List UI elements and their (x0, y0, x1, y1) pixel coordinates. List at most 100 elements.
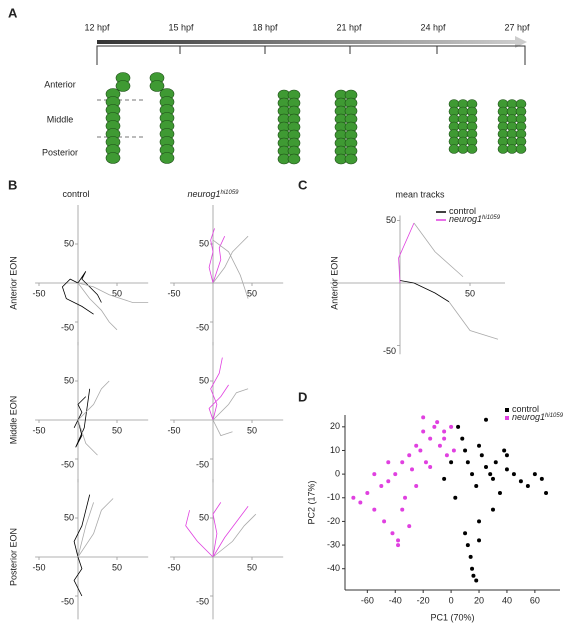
point (470, 566, 475, 571)
track (212, 239, 249, 299)
legend-swatch (505, 416, 509, 420)
panel-label: B (8, 177, 17, 192)
point (468, 554, 473, 559)
track (73, 494, 91, 558)
y-tick-label: -50 (196, 459, 209, 469)
y-tick-label: 50 (64, 238, 74, 248)
y-tick-label: -30 (327, 539, 340, 549)
point (421, 429, 426, 434)
point (372, 507, 377, 512)
point (493, 460, 498, 465)
y-tick-label: -50 (196, 322, 209, 332)
track (77, 380, 110, 421)
point (386, 460, 391, 465)
y-tick-label: -50 (196, 596, 209, 606)
label: control (62, 189, 89, 199)
point (484, 417, 489, 422)
x-tick-label: -50 (32, 288, 45, 298)
point (403, 495, 408, 500)
point (460, 436, 465, 441)
track (73, 556, 83, 597)
cell (457, 144, 469, 154)
y-tick-label: -20 (327, 516, 340, 526)
point (451, 448, 456, 453)
track (185, 510, 214, 558)
point (456, 424, 461, 429)
label: control (449, 206, 476, 216)
track-chart: -50 50 50 -50 (32, 342, 149, 483)
y-tick-label: 50 (386, 215, 396, 225)
timeline-label: 15 hpf (168, 22, 194, 32)
cell (105, 152, 121, 164)
point (351, 495, 356, 500)
point (414, 443, 419, 448)
row-label: Middle EON (8, 396, 18, 445)
point (393, 472, 398, 477)
point (423, 460, 428, 465)
cell (448, 144, 460, 154)
point (414, 483, 419, 488)
point (386, 479, 391, 484)
point (407, 453, 412, 458)
panel-label: C (298, 177, 308, 192)
track (212, 388, 249, 421)
timeline-arrow (515, 36, 527, 48)
track (212, 506, 249, 558)
y-tick-label: -40 (327, 563, 340, 573)
track (77, 271, 102, 303)
region-label: Posterior (42, 147, 78, 157)
x-tick-label: 0 (449, 595, 454, 605)
x-tick-label: 60 (530, 595, 540, 605)
track (77, 419, 98, 456)
track (77, 498, 114, 558)
track (208, 384, 229, 421)
track-chart: -50 50 50 -50 (167, 205, 284, 346)
point (365, 491, 370, 496)
point (470, 472, 475, 477)
track (208, 228, 215, 284)
point (372, 472, 377, 477)
x-tick-label: 50 (112, 562, 122, 572)
track-chart: -50 50 50 -50 (167, 479, 284, 620)
x-tick-label: -40 (389, 595, 402, 605)
point (511, 472, 516, 477)
y-tick-label: 0 (335, 468, 340, 478)
cell (466, 144, 478, 154)
point (544, 491, 549, 496)
panel-label: A (8, 5, 18, 20)
timeline-label: 18 hpf (252, 22, 278, 32)
point (444, 453, 449, 458)
point (400, 507, 405, 512)
track (77, 282, 118, 331)
label: neurog1hi1059 (187, 189, 239, 199)
point (539, 476, 544, 481)
timeline-label: 24 hpf (420, 22, 446, 32)
name-sup: hi1059 (482, 215, 501, 221)
label: neurog1hi1059 (449, 214, 501, 224)
track-chart: -50 50 50 -50 (32, 479, 149, 620)
track (399, 280, 450, 303)
panel-label: D (298, 389, 307, 404)
y-axis-label: Anterior EON (329, 256, 339, 310)
point (502, 448, 507, 453)
point (382, 519, 387, 524)
point (490, 476, 495, 481)
y-tick-label: 50 (199, 238, 209, 248)
track (75, 388, 91, 448)
track (398, 222, 415, 284)
timeline-bar (97, 40, 515, 44)
cell (497, 144, 509, 154)
track (212, 419, 233, 437)
x-tick-label: -50 (167, 425, 180, 435)
point (532, 472, 537, 477)
point (484, 465, 489, 470)
track-chart: -50 50 50 -50 (167, 342, 284, 483)
point (432, 424, 437, 429)
x-tick-label: -60 (361, 595, 374, 605)
x-tick-label: 50 (247, 425, 257, 435)
timeline-label: 12 hpf (84, 22, 110, 32)
track (413, 222, 464, 278)
y-tick-label: -50 (61, 596, 74, 606)
y-tick-label: -10 (327, 492, 340, 502)
